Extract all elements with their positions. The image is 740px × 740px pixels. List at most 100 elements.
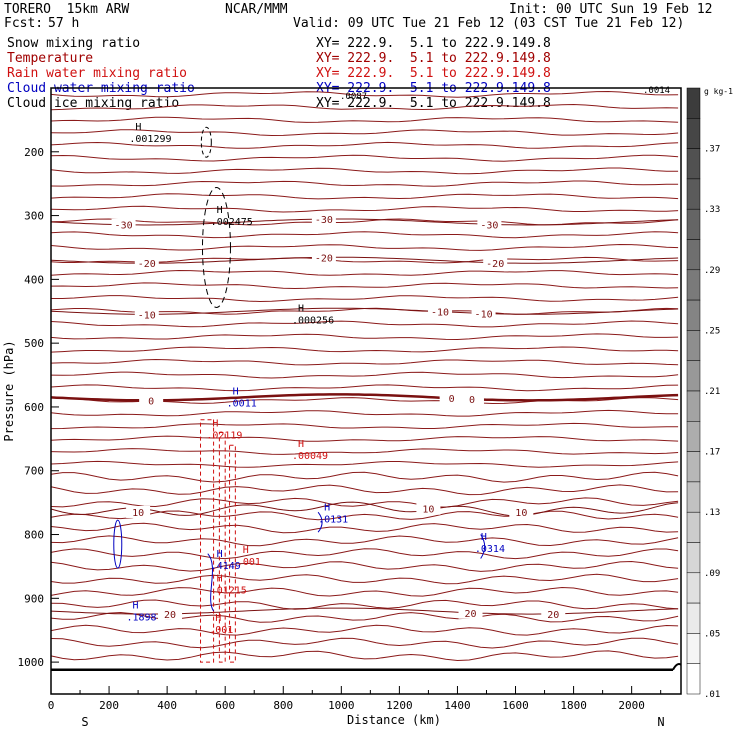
isotherm-label-bg — [477, 218, 502, 231]
isotherm-line — [50, 371, 679, 379]
colorbar-cell — [686, 269, 701, 301]
y-tick-label: 300 — [24, 210, 44, 223]
isotherm-label: 10 — [515, 508, 527, 519]
plot-frame — [50, 87, 682, 695]
max-marker: H — [481, 532, 487, 543]
isotherm-line — [50, 560, 679, 572]
isotherm-line — [50, 650, 679, 662]
isotherm-line — [50, 484, 679, 496]
isotherm-label: -10 — [431, 308, 449, 319]
isotherm-line — [50, 167, 679, 175]
cloud-contour — [207, 553, 215, 612]
isotherm-line — [50, 346, 679, 353]
max-marker: H — [298, 439, 304, 450]
isotherm-line — [50, 611, 679, 623]
isotherm-label: -30 — [480, 220, 498, 231]
valid-time: Valid: 09 UTC Tue 21 Feb 12 (03 CST Tue … — [293, 16, 685, 31]
max-value: .001 — [209, 625, 233, 636]
y-tick-label: 700 — [24, 465, 44, 478]
isotherm-line — [50, 409, 679, 417]
colorbar-label: .17 — [704, 448, 720, 458]
isotherm-label-bg — [471, 307, 496, 320]
isotherm-line — [50, 218, 679, 226]
y-tick-label: 500 — [24, 337, 44, 350]
field-temp-xy: XY= 222.9. 5.1 to 222.9.149.8 — [316, 51, 551, 66]
isotherm-label-bg — [311, 213, 336, 226]
y-tick-label: 1000 — [18, 656, 45, 669]
colorbar-cell — [686, 390, 701, 422]
fcst-value: 57 h — [48, 16, 80, 31]
colorbar-cell — [686, 572, 701, 604]
isotherm-label: -30 — [115, 221, 133, 232]
x-tick-label: 1400 — [444, 699, 471, 712]
isotherm-label-bg — [458, 606, 483, 619]
colorbar-cell — [686, 299, 701, 331]
rain-contour — [218, 431, 226, 663]
max-marker: H — [233, 387, 239, 398]
x-tick-label: 1200 — [386, 699, 413, 712]
max-marker: H — [217, 573, 223, 584]
y-tick-label: 900 — [24, 592, 44, 605]
isotherm-label-bg — [509, 505, 534, 518]
colorbar-cell — [686, 360, 701, 392]
isotherm-line — [50, 129, 679, 137]
isotherm-line — [50, 282, 679, 290]
max-marker: H — [132, 600, 138, 611]
x-tick-label: 600 — [215, 699, 235, 712]
isotherm-line — [50, 269, 679, 276]
isotherm-line — [50, 471, 679, 483]
fcst-label: Fcst: — [4, 16, 44, 31]
isotherm-line — [50, 193, 679, 200]
colorbar-label: .25 — [704, 326, 720, 336]
cloud-contour — [317, 511, 486, 559]
field-temp-name: Temperature — [7, 51, 94, 66]
x-axis-label: Distance (km) — [347, 713, 441, 727]
max-value: .4149 — [211, 561, 241, 572]
isotherm-label-bg — [126, 505, 151, 518]
x-tick-label: 1600 — [502, 699, 529, 712]
max-value: .0131 — [318, 515, 348, 526]
isotherm-label: 10 — [422, 505, 434, 516]
isotherm-label: -10 — [475, 309, 493, 320]
max-marker: H — [324, 503, 330, 514]
colorbar-label: .05 — [704, 629, 720, 639]
isotherm-label: 20 — [547, 610, 559, 621]
isotherm-line — [50, 333, 679, 341]
max-marker: H — [135, 122, 141, 133]
y-tick-label: 600 — [24, 401, 44, 414]
x-tick-label: 0 — [48, 699, 55, 712]
top-fragment: .0014 — [643, 86, 670, 96]
ice-contour — [200, 126, 212, 158]
colorbar-cell — [686, 421, 701, 452]
colorbar-label: .13 — [704, 508, 720, 518]
isotherm-line — [50, 435, 679, 442]
colorbar-cell — [686, 481, 701, 513]
isotherm-line — [50, 154, 679, 162]
x-tick-label: 2000 — [618, 699, 645, 712]
y-tick-label: 800 — [24, 529, 44, 542]
max-value: .00049 — [292, 451, 328, 462]
field-rain-name: Rain water mixing ratio — [7, 66, 188, 81]
isotherm-line — [50, 637, 679, 649]
isotherm-line — [50, 497, 679, 508]
isotherm-label-bg — [139, 394, 164, 407]
cloud-contour — [113, 519, 123, 569]
isotherm-label-bg — [158, 607, 183, 620]
colorbar-cell — [686, 511, 701, 543]
isotherm-label-bg — [134, 308, 159, 321]
field-ice-xy: XY= 222.9. 5.1 to 222.9.149.8 — [316, 96, 551, 111]
isotherm-label: -30 — [315, 215, 333, 226]
colorbar-cell — [686, 542, 701, 574]
isotherm--30 — [50, 218, 679, 226]
colorbar: .37 .33 .29 .25 .21 .17 .13 .09 .05 .01 g kg-1 — [686, 87, 733, 700]
isotherm-line — [50, 116, 679, 123]
org-title: NCAR/MMM — [225, 2, 288, 17]
isotherm-line — [50, 624, 679, 636]
isotherm-label: -20 — [138, 259, 156, 270]
init-time: Init: 00 UTC Sun 19 Feb 12 — [509, 2, 713, 17]
max-value: .0314 — [475, 544, 505, 555]
colorbar-cell — [686, 602, 701, 634]
colorbar-label: .09 — [704, 569, 720, 579]
y-axis-label: Pressure (hPa) — [2, 340, 16, 441]
colorbar-label: .37 — [704, 145, 720, 155]
